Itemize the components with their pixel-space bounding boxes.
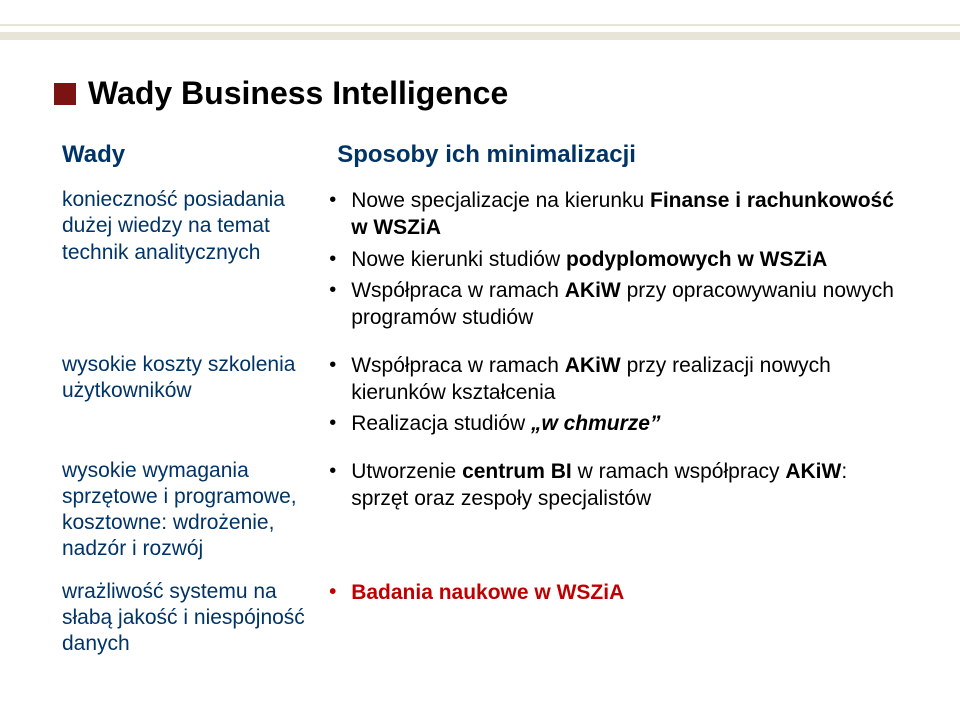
text-bold: podyplomowych w WSZiA [566,248,827,271]
bullet-list-red: Badania naukowe w WSZiA [329,579,906,606]
sposoby-cell: Współpraca w ramach AKiW przy realizacji… [329,344,914,450]
wady-cell: wysokie koszty szko­lenia użytkowników [54,344,329,450]
wady-cell: konieczność posiada­nia dużej wiedzy na … [54,179,329,343]
header-left: Wady [54,135,329,179]
text: Współpraca w ramach [351,354,565,377]
slide-title: Wady Business Intelligence [88,76,508,111]
wady-cell: wrażliwość systemu na słabą jakość i nie… [54,571,329,666]
decor-rule-thick [0,32,960,40]
table-header-row: Wady Sposoby ich minimalizacji [54,135,914,179]
header-right: Sposoby ich minimalizacji [329,135,914,179]
table-row: wysokie koszty szko­lenia użytkowników W… [54,344,914,450]
wady-cell: wysokie wymagania sprzętowe i progra­mow… [54,450,329,571]
table-row: konieczność posiada­nia dużej wiedzy na … [54,179,914,343]
list-item: Realizacja studiów „w chmurze” [329,410,906,437]
text: w ramach współpracy [572,460,786,483]
list-item: Współpraca w ramach AKiW przy opracowywa… [329,277,906,332]
table-row: wysokie wymagania sprzętowe i progra­mow… [54,450,914,571]
table-row: wrażliwość systemu na słabą jakość i nie… [54,571,914,666]
text-bold: AKiW [785,460,841,483]
text: Utworzenie [351,460,462,483]
slide-page: Wady Business Intelligence { "title": "W… [0,0,960,717]
text-bold: AKiW [565,354,621,377]
sposoby-cell: Badania naukowe w WSZiA [329,571,914,666]
content-table: Wady Sposoby ich minimalizacji konieczno… [54,135,914,665]
text: Nowe kierunki studiów [351,248,566,271]
text-bolditalic: „w chmurze” [531,412,661,435]
decor-rule-thin [0,24,960,26]
title-row: Wady Business Intelligence [54,0,914,135]
text-bold: AKiW [565,279,621,302]
sposoby-cell: Nowe specjalizacje na kierunku Finanse i… [329,179,914,343]
list-item: Współpraca w ramach AKiW przy realizacji… [329,352,906,407]
bullet-list: Nowe specjalizacje na kierunku Finanse i… [329,187,906,331]
text: Nowe specjalizacje na kierunku [351,189,650,212]
title-bullet-square [54,83,76,105]
list-item: Badania naukowe w WSZiA [329,579,906,606]
list-item: Nowe kierunki studiów podyplomowych w WS… [329,246,906,273]
list-item: Utworzenie centrum BI w ramach współprac… [329,458,906,513]
text-red-bold: Badania naukowe w WSZiA [351,581,624,604]
list-item: Nowe specjalizacje na kierunku Finanse i… [329,187,906,242]
sposoby-cell: Utworzenie centrum BI w ramach współprac… [329,450,914,571]
bullet-list: Współpraca w ramach AKiW przy realizacji… [329,352,906,438]
text-bold: centrum BI [462,460,572,483]
text: Współpraca w ramach [351,279,565,302]
bullet-list: Utworzenie centrum BI w ramach współprac… [329,458,906,513]
text: Realizacja studiów [351,412,531,435]
